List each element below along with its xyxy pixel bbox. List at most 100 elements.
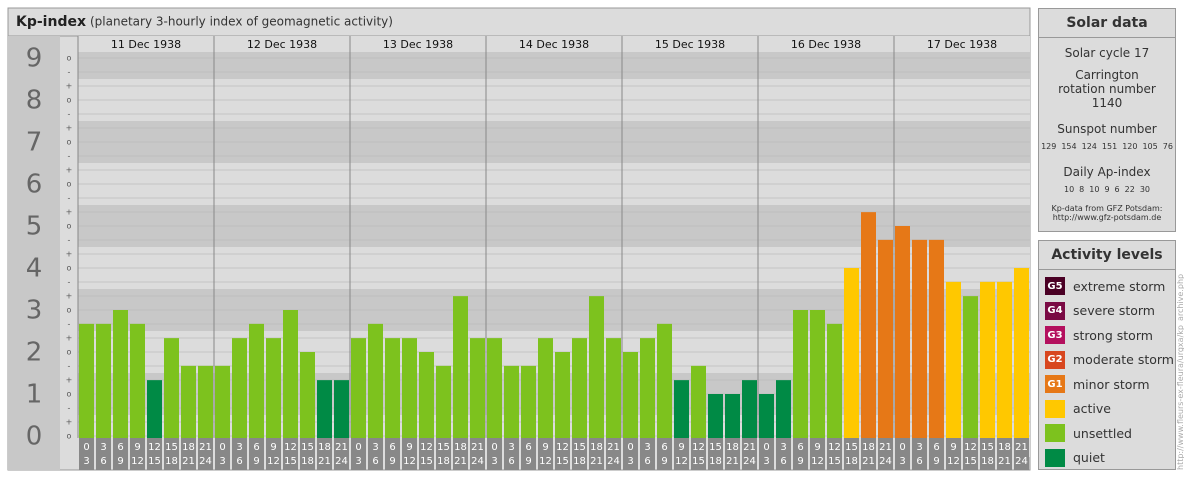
ap-value: 6 bbox=[1114, 185, 1120, 194]
bar bbox=[249, 323, 264, 438]
bar bbox=[79, 323, 94, 438]
chart-subtitle: (planetary 3-hourly index of geomagnetic… bbox=[90, 15, 393, 29]
hour-end: 3 bbox=[627, 456, 633, 467]
bar bbox=[878, 239, 893, 438]
y-tick-label: 2 bbox=[26, 338, 43, 368]
minor-mark: o bbox=[67, 96, 72, 105]
level-label: unsettled bbox=[1073, 425, 1132, 441]
hour-start: 18 bbox=[454, 442, 467, 453]
hour-start: 6 bbox=[389, 442, 395, 453]
hour-end: 6 bbox=[508, 456, 514, 467]
bar bbox=[572, 338, 587, 438]
minor-mark: + bbox=[66, 334, 73, 343]
hour-box bbox=[164, 438, 179, 470]
hour-start: 0 bbox=[763, 442, 769, 453]
minor-mark: + bbox=[66, 292, 73, 301]
minor-mark: o bbox=[67, 222, 72, 231]
minor-mark: - bbox=[68, 362, 71, 371]
ap-title: Daily Ap-index bbox=[1063, 165, 1151, 179]
bar bbox=[691, 365, 706, 438]
hour-end: 24 bbox=[743, 456, 756, 467]
level-item: G2 moderate storm bbox=[1039, 348, 1175, 373]
hour-end: 3 bbox=[899, 456, 905, 467]
bar bbox=[419, 352, 434, 438]
hour-start: 21 bbox=[335, 442, 348, 453]
level-swatch bbox=[1045, 424, 1065, 443]
hour-start: 12 bbox=[148, 442, 161, 453]
bar bbox=[946, 281, 961, 438]
hour-start: 21 bbox=[879, 442, 892, 453]
hour-box bbox=[776, 438, 791, 470]
bar bbox=[504, 365, 519, 438]
axis-column bbox=[8, 36, 60, 470]
hour-box bbox=[419, 438, 434, 470]
hour-box bbox=[147, 438, 162, 470]
hour-start: 9 bbox=[950, 442, 956, 453]
hour-start: 15 bbox=[165, 442, 178, 453]
hour-box bbox=[555, 438, 570, 470]
hour-box bbox=[725, 438, 740, 470]
hour-start: 21 bbox=[471, 442, 484, 453]
hour-end: 9 bbox=[117, 456, 123, 467]
level-label: active bbox=[1073, 401, 1111, 417]
hour-start: 18 bbox=[182, 442, 195, 453]
hour-start: 15 bbox=[437, 442, 450, 453]
hour-end: 18 bbox=[437, 456, 450, 467]
hour-start: 9 bbox=[134, 442, 140, 453]
level-item: G4 severe storm bbox=[1039, 299, 1175, 324]
minor-mark: + bbox=[66, 250, 73, 259]
hour-start: 12 bbox=[828, 442, 841, 453]
hour-start: 3 bbox=[372, 442, 378, 453]
hour-box bbox=[980, 438, 995, 470]
bar bbox=[674, 380, 689, 438]
hour-end: 24 bbox=[607, 456, 620, 467]
credit: Kp-data from GFZ Potsdam: http://www.gfz… bbox=[1051, 204, 1163, 222]
hour-box bbox=[385, 438, 400, 470]
y-tick-label: 8 bbox=[26, 86, 43, 116]
hour-start: 12 bbox=[556, 442, 569, 453]
hour-end: 15 bbox=[284, 456, 297, 467]
bar bbox=[130, 323, 145, 438]
hour-start: 18 bbox=[590, 442, 603, 453]
minor-mark: o bbox=[67, 390, 72, 399]
level-swatch: G3 bbox=[1045, 326, 1065, 345]
hour-end: 15 bbox=[556, 456, 569, 467]
chart-title: Kp-index bbox=[16, 14, 86, 30]
hour-start: 18 bbox=[726, 442, 739, 453]
hour-end: 15 bbox=[420, 456, 433, 467]
hour-end: 18 bbox=[165, 456, 178, 467]
bar bbox=[980, 281, 995, 438]
bar bbox=[96, 323, 111, 438]
hour-box bbox=[249, 438, 264, 470]
hour-start: 21 bbox=[607, 442, 620, 453]
bar bbox=[555, 352, 570, 438]
hour-start: 0 bbox=[219, 442, 225, 453]
hour-box bbox=[453, 438, 468, 470]
y-tick-label: 7 bbox=[26, 128, 43, 158]
hour-box bbox=[929, 438, 944, 470]
day-label: 14 Dec 1938 bbox=[519, 38, 589, 51]
hour-start: 21 bbox=[199, 442, 212, 453]
hour-start: 0 bbox=[899, 442, 905, 453]
hour-start: 6 bbox=[661, 442, 667, 453]
solar-panel: Solar data Solar cycle 17 Carrington rot… bbox=[1038, 8, 1176, 232]
bar bbox=[181, 365, 196, 438]
carrington: Carrington rotation number 1140 bbox=[1058, 68, 1156, 110]
minor-mark: + bbox=[66, 208, 73, 217]
hour-end: 9 bbox=[389, 456, 395, 467]
hour-box bbox=[657, 438, 672, 470]
level-item: quiet bbox=[1039, 446, 1175, 471]
level-label: extreme storm bbox=[1073, 278, 1166, 294]
day-label: 16 Dec 1938 bbox=[791, 38, 861, 51]
hour-end: 21 bbox=[726, 456, 739, 467]
hour-box bbox=[759, 438, 774, 470]
hour-box bbox=[708, 438, 723, 470]
level-item: G3 strong storm bbox=[1039, 323, 1175, 348]
hour-start: 15 bbox=[573, 442, 586, 453]
hour-box bbox=[589, 438, 604, 470]
day-label: 17 Dec 1938 bbox=[927, 38, 997, 51]
hour-box bbox=[674, 438, 689, 470]
hour-end: 12 bbox=[267, 456, 280, 467]
bar bbox=[470, 338, 485, 438]
sunspot-value: 129 bbox=[1041, 142, 1057, 151]
